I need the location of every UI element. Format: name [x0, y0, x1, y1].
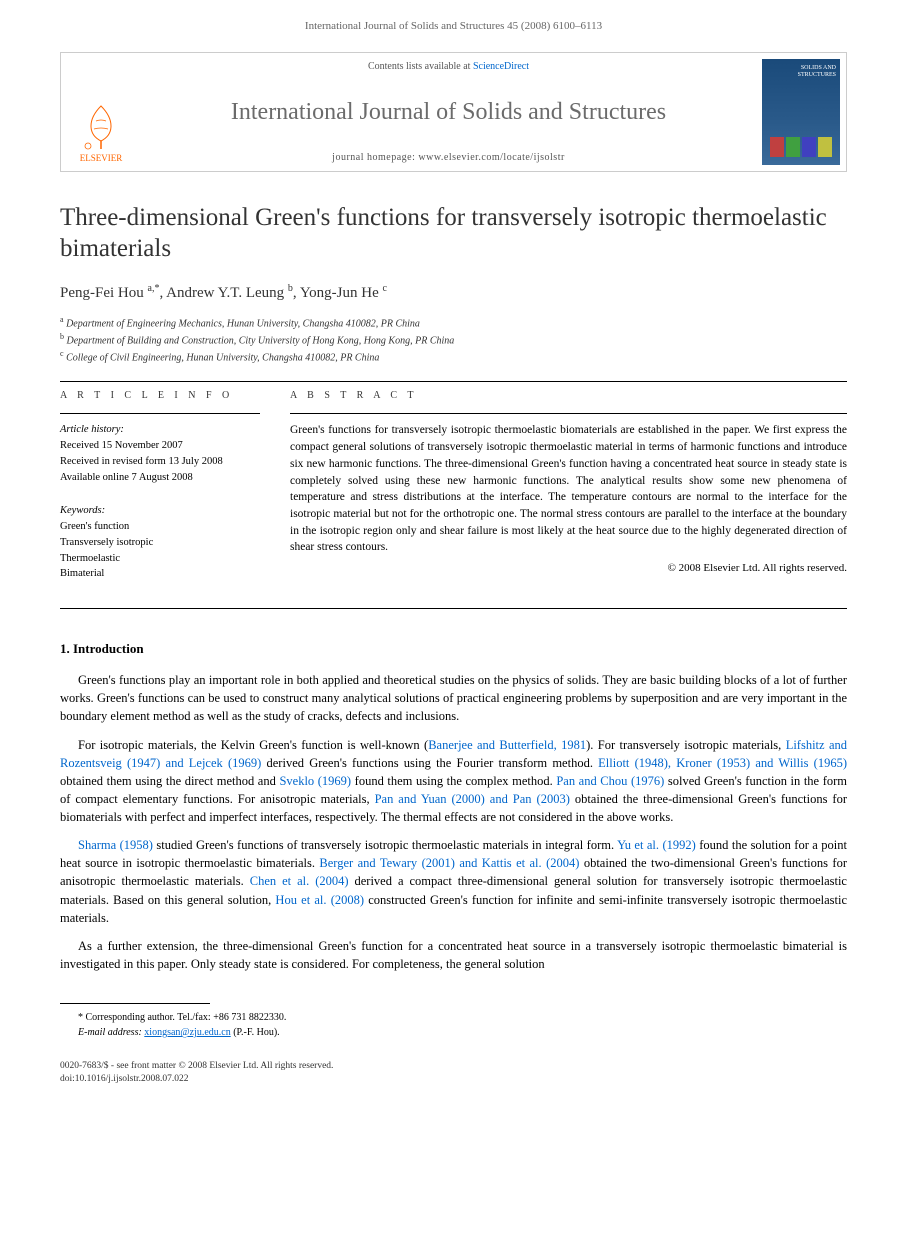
citation-link[interactable]: Elliott (1948), Kroner (1953) and Willis… [598, 756, 847, 770]
abstract-divider [290, 413, 847, 414]
corresponding-author-footnote: * Corresponding author. Tel./fax: +86 73… [60, 1010, 847, 1040]
citation-link[interactable]: Pan and Chou (1976) [556, 774, 664, 788]
email-link[interactable]: xiongsan@zju.edu.cn [144, 1027, 230, 1038]
article-history: Article history: Received 15 November 20… [60, 422, 260, 485]
cover-thumbnail: SOLIDS AND STRUCTURES [756, 53, 846, 171]
intro-paragraph-4: As a further extension, the three-dimens… [60, 937, 847, 973]
footnote-divider [60, 1003, 210, 1004]
section-1-heading: 1. Introduction [60, 641, 847, 657]
history-line: Received in revised form 13 July 2008 [60, 454, 260, 470]
publisher-name: ELSEVIER [80, 153, 123, 163]
email-suffix: (P.-F. Hou). [231, 1027, 280, 1038]
citation-link[interactable]: Yu et al. (1992) [617, 838, 696, 852]
affiliation-line: a Department of Engineering Mechanics, H… [60, 314, 847, 331]
keywords-label: Keywords: [60, 503, 260, 519]
citation-link[interactable]: Banerjee and Butterfield, 1981 [428, 738, 586, 752]
history-line: Received 15 November 2007 [60, 438, 260, 454]
journal-homepage: journal homepage: www.elsevier.com/locat… [332, 152, 565, 163]
journal-banner: ELSEVIER Contents lists available at Sci… [60, 52, 847, 172]
citation-link[interactable]: Berger and Tewary (2001) and Kattis et a… [319, 856, 579, 870]
contents-available-line: Contents lists available at ScienceDirec… [368, 61, 529, 72]
email-label: E-mail address: [78, 1027, 142, 1038]
keyword: Transversely isotropic [60, 535, 260, 551]
sciencedirect-link[interactable]: ScienceDirect [473, 61, 529, 72]
keyword: Green's function [60, 519, 260, 535]
intro-paragraph-1: Green's functions play an important role… [60, 671, 847, 725]
citation-link[interactable]: Sharma (1958) [78, 838, 153, 852]
elsevier-tree-icon [76, 101, 126, 151]
front-matter-line: 0020-7683/$ - see front matter © 2008 El… [60, 1060, 847, 1073]
abstract-text: Green's functions for transversely isotr… [290, 422, 847, 555]
article-title: Three-dimensional Green's functions for … [60, 202, 847, 265]
front-matter-block: 0020-7683/$ - see front matter © 2008 El… [60, 1060, 847, 1087]
divider-top [60, 381, 847, 382]
citation-link[interactable]: Hou et al. (2008) [275, 893, 364, 907]
article-info-label: A R T I C L E I N F O [60, 390, 260, 401]
banner-center: Contents lists available at ScienceDirec… [141, 53, 756, 171]
keyword: Bimaterial [60, 566, 260, 582]
authors-line: Peng-Fei Hou a,*, Andrew Y.T. Leung b, Y… [60, 283, 847, 302]
intro-paragraph-3: Sharma (1958) studied Green's functions … [60, 836, 847, 927]
affiliation-line: c College of Civil Engineering, Hunan Un… [60, 348, 847, 365]
cover-text: SOLIDS AND STRUCTURES [762, 65, 836, 79]
affiliation-line: b Department of Building and Constructio… [60, 331, 847, 348]
info-divider [60, 413, 260, 414]
citation-link[interactable]: Pan and Yuan (2000) and Pan (2003) [375, 792, 570, 806]
affiliations-block: a Department of Engineering Mechanics, H… [60, 314, 847, 366]
divider-bottom [60, 608, 847, 609]
history-line: Available online 7 August 2008 [60, 470, 260, 486]
corr-line: * Corresponding author. Tel./fax: +86 73… [78, 1010, 847, 1025]
email-line: E-mail address: xiongsan@zju.edu.cn (P.-… [78, 1025, 847, 1040]
cover-bars [770, 137, 832, 157]
publisher-logo-block: ELSEVIER [61, 53, 141, 171]
abstract-copyright: © 2008 Elsevier Ltd. All rights reserved… [290, 562, 847, 574]
article-info-column: A R T I C L E I N F O Article history: R… [60, 390, 260, 600]
intro-paragraph-2: For isotropic materials, the Kelvin Gree… [60, 736, 847, 827]
abstract-label: A B S T R A C T [290, 390, 847, 401]
history-label: Article history: [60, 422, 260, 438]
citation-link[interactable]: Sveklo (1969) [279, 774, 351, 788]
doi-line: doi:10.1016/j.ijsolstr.2008.07.022 [60, 1073, 847, 1086]
running-header: International Journal of Solids and Stru… [0, 0, 907, 42]
journal-title: International Journal of Solids and Stru… [231, 99, 666, 126]
contents-text: Contents lists available at [368, 61, 473, 72]
keyword: Thermoelastic [60, 551, 260, 567]
abstract-column: A B S T R A C T Green's functions for tr… [290, 390, 847, 600]
citation-link[interactable]: Chen et al. (2004) [250, 874, 349, 888]
keywords-block: Keywords: Green's function Transversely … [60, 503, 260, 582]
